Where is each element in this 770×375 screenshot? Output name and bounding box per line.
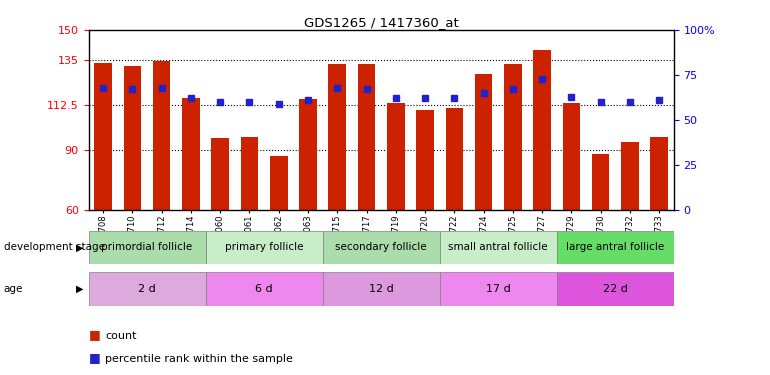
Bar [446, 108, 463, 210]
Bar [153, 61, 170, 210]
Text: secondary follicle: secondary follicle [336, 243, 427, 252]
Bar [475, 74, 492, 210]
Bar [241, 137, 258, 210]
Bar [323, 231, 440, 264]
Text: primordial follicle: primordial follicle [102, 243, 192, 252]
Bar [557, 231, 674, 264]
Title: GDS1265 / 1417360_at: GDS1265 / 1417360_at [304, 16, 458, 29]
Bar [504, 64, 521, 210]
Bar [300, 99, 316, 210]
Text: percentile rank within the sample: percentile rank within the sample [105, 354, 293, 364]
Text: ■: ■ [89, 351, 100, 364]
Text: 2 d: 2 d [138, 284, 156, 294]
Bar [417, 110, 434, 210]
Bar [621, 142, 638, 210]
Bar [323, 272, 440, 306]
Bar [440, 231, 557, 264]
Bar [182, 98, 199, 210]
Text: 12 d: 12 d [369, 284, 393, 294]
Text: ■: ■ [89, 328, 100, 341]
Bar [206, 231, 323, 264]
Bar [563, 103, 580, 210]
Bar [95, 63, 112, 210]
Text: 22 d: 22 d [603, 284, 628, 294]
Text: 17 d: 17 d [486, 284, 511, 294]
Bar [89, 272, 206, 306]
Bar [89, 231, 206, 264]
Bar [124, 66, 141, 210]
Text: 6 d: 6 d [256, 284, 273, 294]
Text: large antral follicle: large antral follicle [566, 243, 665, 252]
Text: primary follicle: primary follicle [225, 243, 303, 252]
Bar [440, 272, 557, 306]
Text: age: age [4, 284, 23, 294]
Text: small antral follicle: small antral follicle [448, 243, 548, 252]
Text: ▶: ▶ [75, 284, 83, 294]
Bar [206, 272, 323, 306]
Bar [651, 137, 668, 210]
Text: ▶: ▶ [75, 243, 83, 252]
Bar [358, 64, 375, 210]
Bar [270, 156, 287, 210]
Bar [329, 64, 346, 210]
Bar [592, 154, 609, 210]
Bar [534, 50, 551, 210]
Text: count: count [105, 331, 137, 341]
Bar [212, 138, 229, 210]
Text: development stage: development stage [4, 243, 105, 252]
Bar [557, 272, 674, 306]
Bar [387, 103, 404, 210]
